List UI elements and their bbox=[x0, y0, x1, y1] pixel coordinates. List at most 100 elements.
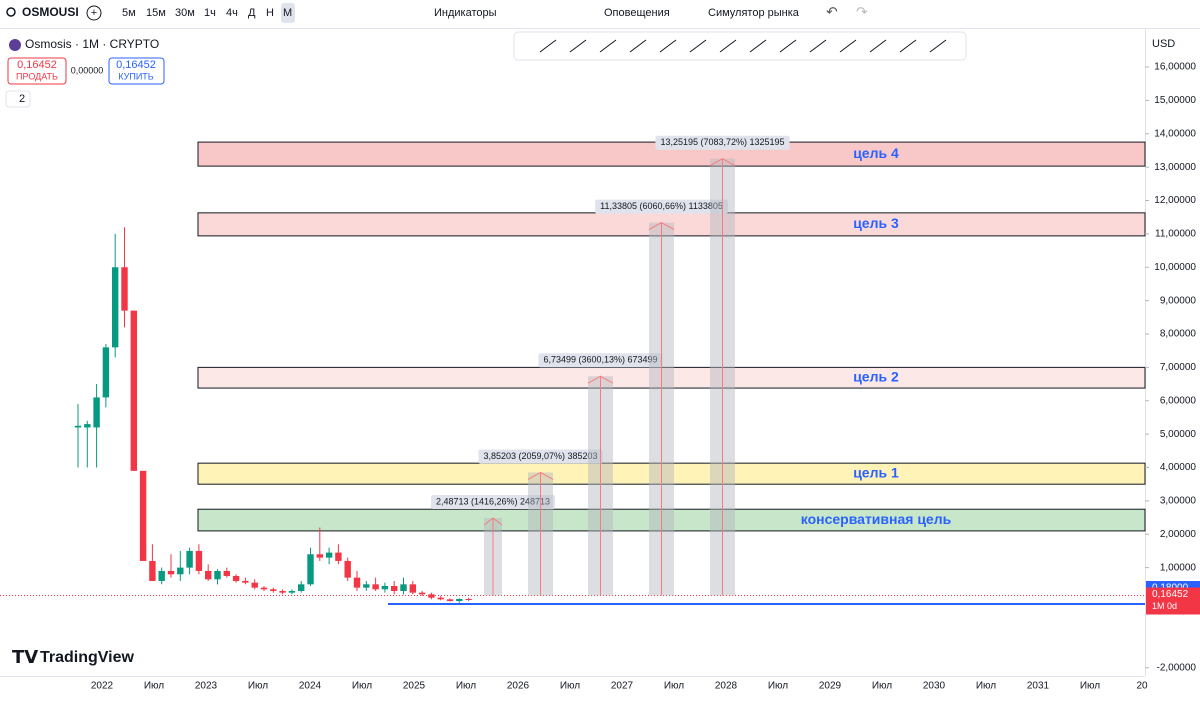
draw-tool[interactable] bbox=[599, 39, 617, 53]
target-label: 2,48713 (1416,26%) 248713 bbox=[436, 496, 550, 506]
draw-tool[interactable] bbox=[749, 39, 767, 53]
target-zone bbox=[197, 366, 1146, 389]
interval[interactable]: 30м bbox=[175, 7, 195, 19]
buy-button[interactable] bbox=[108, 57, 165, 85]
x-tick-label: 2022 bbox=[91, 681, 114, 692]
draw-tool[interactable] bbox=[629, 39, 647, 53]
candle-body bbox=[465, 598, 472, 600]
candle-body bbox=[158, 570, 165, 581]
candle-body bbox=[177, 567, 184, 575]
draw-tool[interactable] bbox=[809, 39, 827, 53]
interval[interactable]: 4ч bbox=[226, 7, 238, 19]
y-tick-label: 14,00000 bbox=[1154, 128, 1196, 139]
x-tick-label: Июл bbox=[1080, 681, 1100, 692]
last-price-label: 0,16452 bbox=[1152, 589, 1189, 600]
draw-tool[interactable] bbox=[929, 39, 947, 53]
x-tick-label: 2026 bbox=[507, 681, 530, 692]
target-label: 6,73499 (3600,13%) 673499 bbox=[543, 355, 657, 365]
draw-tool[interactable] bbox=[899, 39, 917, 53]
symbol-logo bbox=[9, 39, 21, 51]
draw-tool[interactable] bbox=[779, 39, 797, 53]
zone-label: цель 2 bbox=[853, 368, 899, 384]
x-tick-label: Июл bbox=[768, 681, 788, 692]
target-label-bg bbox=[595, 199, 728, 214]
x-tick-label: 2025 bbox=[403, 681, 426, 692]
active-interval-bg bbox=[281, 3, 295, 23]
zone-label: цель 4 bbox=[853, 145, 899, 161]
legend-title: Osmosis · 1M · CRYPTO bbox=[25, 37, 159, 51]
y-tick-label: 12,00000 bbox=[1154, 195, 1196, 206]
interval[interactable]: Н bbox=[266, 7, 274, 19]
currency[interactable]: USD bbox=[1152, 38, 1175, 50]
draw-tool[interactable] bbox=[539, 39, 557, 53]
draw-tool[interactable] bbox=[659, 39, 677, 53]
arrow-head bbox=[587, 375, 614, 384]
target-label-bg bbox=[430, 494, 556, 509]
candle-body bbox=[149, 560, 156, 581]
candle-body bbox=[167, 570, 175, 575]
x-tick-label: 2027 bbox=[611, 681, 634, 692]
interval[interactable]: М bbox=[283, 7, 292, 19]
arrow-head bbox=[648, 222, 675, 231]
sell-button[interactable] bbox=[7, 57, 67, 85]
alerts[interactable]: Оповещения bbox=[604, 7, 670, 19]
replay[interactable]: Симулятор рынка bbox=[708, 7, 800, 19]
x-tick-label: 2028 bbox=[715, 681, 738, 692]
candle-body bbox=[418, 592, 426, 595]
candle-body bbox=[205, 570, 212, 580]
symbol[interactable]: OSMOUSI bbox=[22, 5, 79, 19]
x-tick-label: Июл bbox=[560, 681, 580, 692]
candle-body bbox=[344, 560, 351, 578]
y-tick-label: 4,00000 bbox=[1160, 462, 1197, 473]
add-symbol[interactable] bbox=[86, 5, 102, 21]
sell-label: ПРОДАТЬ bbox=[16, 71, 58, 81]
candle-body bbox=[298, 584, 305, 591]
indicators-toggle[interactable] bbox=[5, 90, 31, 108]
candle-body bbox=[428, 594, 435, 598]
draw-tool[interactable] bbox=[839, 39, 857, 53]
target-label-bg bbox=[538, 353, 663, 368]
interval[interactable]: 5м bbox=[122, 7, 136, 19]
plot: консервативная цель цель 1 цель 2 цель 3 цел… bbox=[0, 135, 1146, 605]
candle-body bbox=[112, 267, 119, 348]
candle-body bbox=[391, 585, 398, 591]
arrow-head bbox=[709, 158, 736, 167]
buy-label: КУПИТЬ bbox=[118, 71, 153, 81]
y-tick-label: 9,00000 bbox=[1160, 295, 1197, 306]
target-zone bbox=[197, 508, 1146, 532]
redo[interactable]: ↷ bbox=[856, 4, 868, 20]
candle-body bbox=[400, 584, 407, 591]
y-tick-label: -2,00000 bbox=[1157, 662, 1197, 673]
candle-body bbox=[186, 550, 193, 568]
interval[interactable]: 1ч bbox=[204, 7, 216, 19]
search-icon[interactable] bbox=[6, 7, 16, 17]
candle-body bbox=[74, 425, 82, 428]
arrow-head bbox=[527, 471, 554, 480]
last-price-bg bbox=[1146, 587, 1200, 615]
interval[interactable]: 15м bbox=[146, 7, 166, 19]
candle-body bbox=[353, 577, 361, 588]
countdown: 1М 0d bbox=[1152, 601, 1177, 611]
x-tick-label: 2029 bbox=[819, 681, 842, 692]
interval[interactable]: Д bbox=[248, 7, 256, 19]
zone-label: цель 1 bbox=[853, 464, 899, 480]
draw-tool[interactable] bbox=[719, 39, 737, 53]
candle-body bbox=[139, 470, 147, 561]
draw-tool[interactable] bbox=[569, 39, 587, 53]
spread: 0,00000 bbox=[71, 65, 104, 75]
draw-tool[interactable] bbox=[689, 39, 707, 53]
draw-tool[interactable] bbox=[869, 39, 887, 53]
x-tick-label: Июл bbox=[456, 681, 476, 692]
y-tick-label: 13,00000 bbox=[1154, 162, 1196, 173]
candle-body bbox=[242, 580, 249, 583]
candle-body bbox=[214, 570, 221, 580]
candle-body bbox=[381, 585, 389, 590]
zone-label: цель 3 bbox=[853, 215, 899, 231]
x-tick-label: 2024 bbox=[299, 681, 322, 692]
undo[interactable]: ↶ bbox=[826, 4, 838, 20]
indicators[interactable]: Индикаторы bbox=[434, 7, 497, 19]
buy-price: 0,16452 bbox=[116, 59, 156, 71]
x-tick-label: Июл bbox=[352, 681, 372, 692]
x-tick-label: Июл bbox=[144, 681, 164, 692]
